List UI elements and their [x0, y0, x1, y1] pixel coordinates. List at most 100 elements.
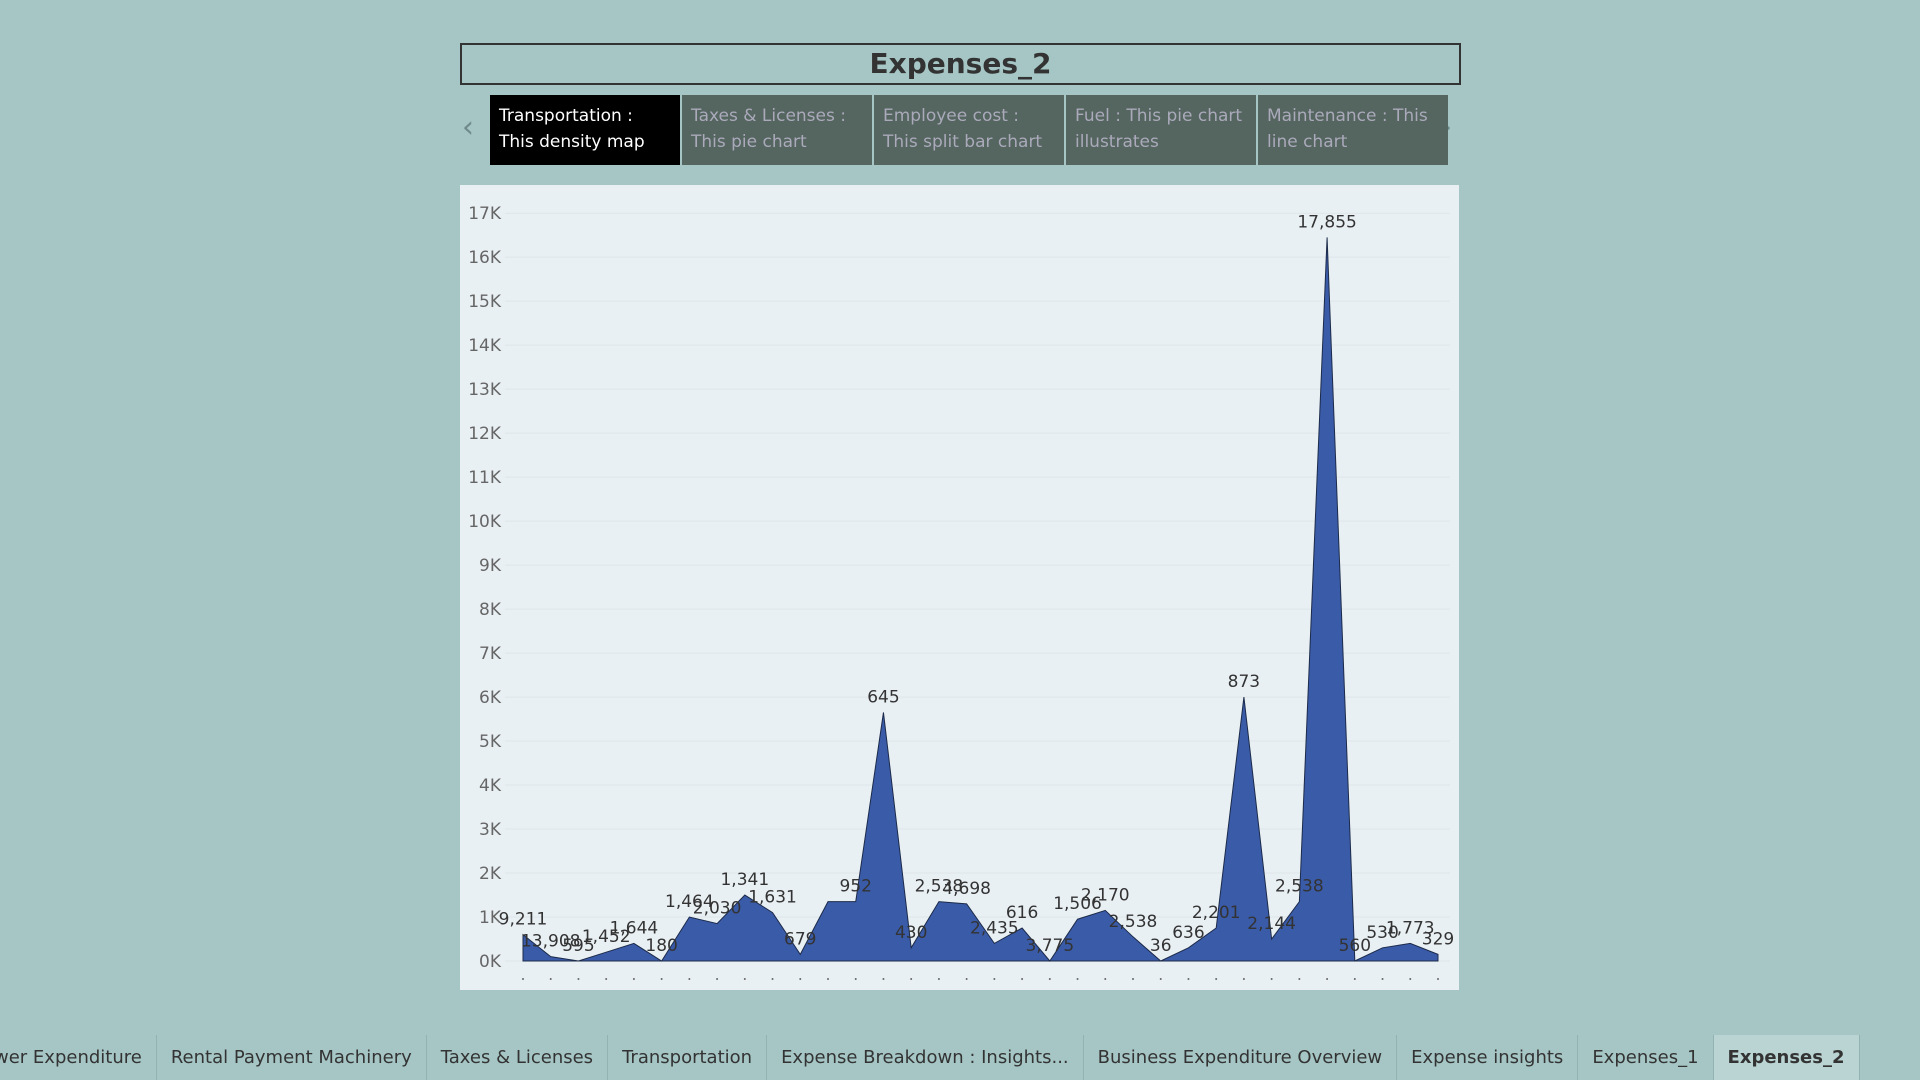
data-label: 3,775: [1025, 936, 1074, 956]
x-tick: [1132, 978, 1134, 980]
story-point[interactable]: Transportation : This density map: [490, 95, 680, 165]
y-tick-label: 15K: [468, 292, 502, 312]
x-tick: [716, 978, 719, 980]
y-tick-label: 12K: [468, 424, 502, 444]
chart-background: [460, 185, 1459, 990]
x-tick: [965, 978, 968, 980]
y-tick-label: 6K: [479, 688, 502, 708]
data-label: 1,644: [610, 918, 659, 938]
y-tick-label: 9K: [479, 556, 502, 576]
y-tick-label: 13K: [468, 380, 502, 400]
sheet-tab[interactable]: wer Expenditure: [0, 1035, 157, 1080]
x-tick: [1270, 978, 1273, 980]
x-tick: [882, 978, 885, 980]
x-tick: [743, 978, 746, 980]
x-tick: [1326, 978, 1329, 980]
story-point[interactable]: Fuel : This pie chart illustrates: [1066, 95, 1256, 165]
story-point-text: Transportation :: [499, 106, 633, 126]
story-point[interactable]: Maintenance : This line chart: [1258, 95, 1448, 165]
y-tick-label: 7K: [479, 644, 502, 664]
y-tick-label: 3K: [479, 820, 502, 840]
data-label: 1,506: [1053, 894, 1102, 914]
x-tick: [1159, 978, 1162, 980]
sheet-tab[interactable]: Transportation: [608, 1035, 768, 1080]
data-label: 679: [784, 929, 816, 949]
data-label: 4,698: [942, 879, 991, 899]
x-tick: [771, 978, 774, 980]
data-label: 1,464: [665, 892, 714, 912]
sheet-tab[interactable]: Expenses_2: [1713, 1035, 1860, 1080]
y-tick-label: 10K: [468, 512, 502, 532]
data-label: 1,773: [1386, 918, 1435, 938]
x-tick: [1187, 978, 1190, 980]
x-tick: [549, 978, 552, 980]
x-tick: [1048, 978, 1051, 980]
data-label: 180: [645, 936, 677, 956]
story-point-text: Employee cost :: [883, 106, 1019, 126]
x-tick: [605, 978, 608, 980]
x-tick: [910, 978, 913, 980]
sheet-tab[interactable]: Rental Payment Machinery: [157, 1035, 427, 1080]
x-tick: [1381, 978, 1384, 980]
x-tick: [1298, 978, 1301, 980]
y-tick-label: 14K: [468, 336, 502, 356]
story-point-text: Fuel : This pie chart: [1075, 106, 1243, 126]
sheet-tab[interactable]: Expense insights: [1397, 1035, 1579, 1080]
data-label: 636: [1172, 923, 1204, 943]
sheet-tab[interactable]: Expenses_1: [1578, 1035, 1714, 1080]
data-label: 2,435: [970, 918, 1019, 938]
story-point-text: line chart: [1267, 132, 1348, 152]
story-point-text: Maintenance : This: [1267, 106, 1428, 126]
prev-arrow[interactable]: ‹: [462, 110, 474, 145]
story-point-text: This split bar chart: [883, 132, 1043, 152]
x-tick: [1353, 978, 1356, 980]
data-label: 1,452: [582, 927, 631, 947]
x-tick: [577, 978, 580, 980]
data-label: 2,538: [1275, 877, 1324, 897]
x-tick: [660, 978, 663, 980]
data-label: 2,538: [1109, 912, 1158, 932]
data-label: 430: [895, 923, 927, 943]
data-label: 1,631: [748, 888, 797, 908]
x-tick: [1437, 978, 1439, 980]
sheet-tab[interactable]: Business Expenditure Overview: [1084, 1035, 1398, 1080]
data-label: 36: [1150, 936, 1172, 956]
story-points: Transportation : This density map Taxes & …: [490, 95, 1448, 165]
y-tick-label: 1K: [479, 908, 502, 928]
sheet-tab[interactable]: Taxes & Licenses: [427, 1035, 609, 1080]
data-label: 616: [1006, 903, 1038, 923]
y-tick-label: 17K: [468, 204, 502, 224]
story-point[interactable]: Employee cost : This split bar chart: [874, 95, 1064, 165]
data-label: 560: [1339, 936, 1371, 956]
chart: 0K 1K 2K 3K 4K 5K 6K 7K 8K 9K 10K 11K 12K 13K 14K 15K 16…: [460, 185, 1459, 990]
y-tick-label: 11K: [468, 468, 502, 488]
data-label: 645: [867, 687, 899, 707]
story-point[interactable]: Taxes & Licenses : This pie chart: [682, 95, 872, 165]
area: [522, 237, 1439, 962]
story-point-text: illustrates: [1075, 132, 1159, 152]
x-tick: [799, 978, 802, 980]
data-label: 2,030: [693, 899, 742, 919]
x-tick: [993, 978, 996, 980]
x-tick: [688, 978, 691, 980]
data-label: 873: [1228, 672, 1260, 692]
data-label: 13,908: [521, 932, 580, 952]
y-tick-label: 5K: [479, 732, 502, 752]
story-point-text: This density map: [499, 132, 645, 152]
data-label: 530: [1366, 923, 1398, 943]
x-tick: [1242, 978, 1245, 980]
story-point-text: Taxes & Licenses :: [691, 106, 846, 126]
data-label: 2,170: [1081, 885, 1130, 905]
sheet-tab[interactable]: Expense Breakdown : Insights...: [767, 1035, 1084, 1080]
x-tick: [937, 978, 940, 980]
x-tick: [1104, 978, 1107, 980]
y-tick-label: 2K: [479, 864, 502, 884]
data-label: 2,201: [1192, 903, 1241, 923]
story-point-text: This pie chart: [691, 132, 807, 152]
tab-bar: wer Expenditure Rental Payment Machinery T…: [0, 1035, 1860, 1080]
data-label: 1,341: [720, 870, 769, 890]
x-tick: [522, 978, 524, 980]
x-tick: [1215, 978, 1218, 980]
y-tick-label: 0K: [479, 952, 502, 972]
